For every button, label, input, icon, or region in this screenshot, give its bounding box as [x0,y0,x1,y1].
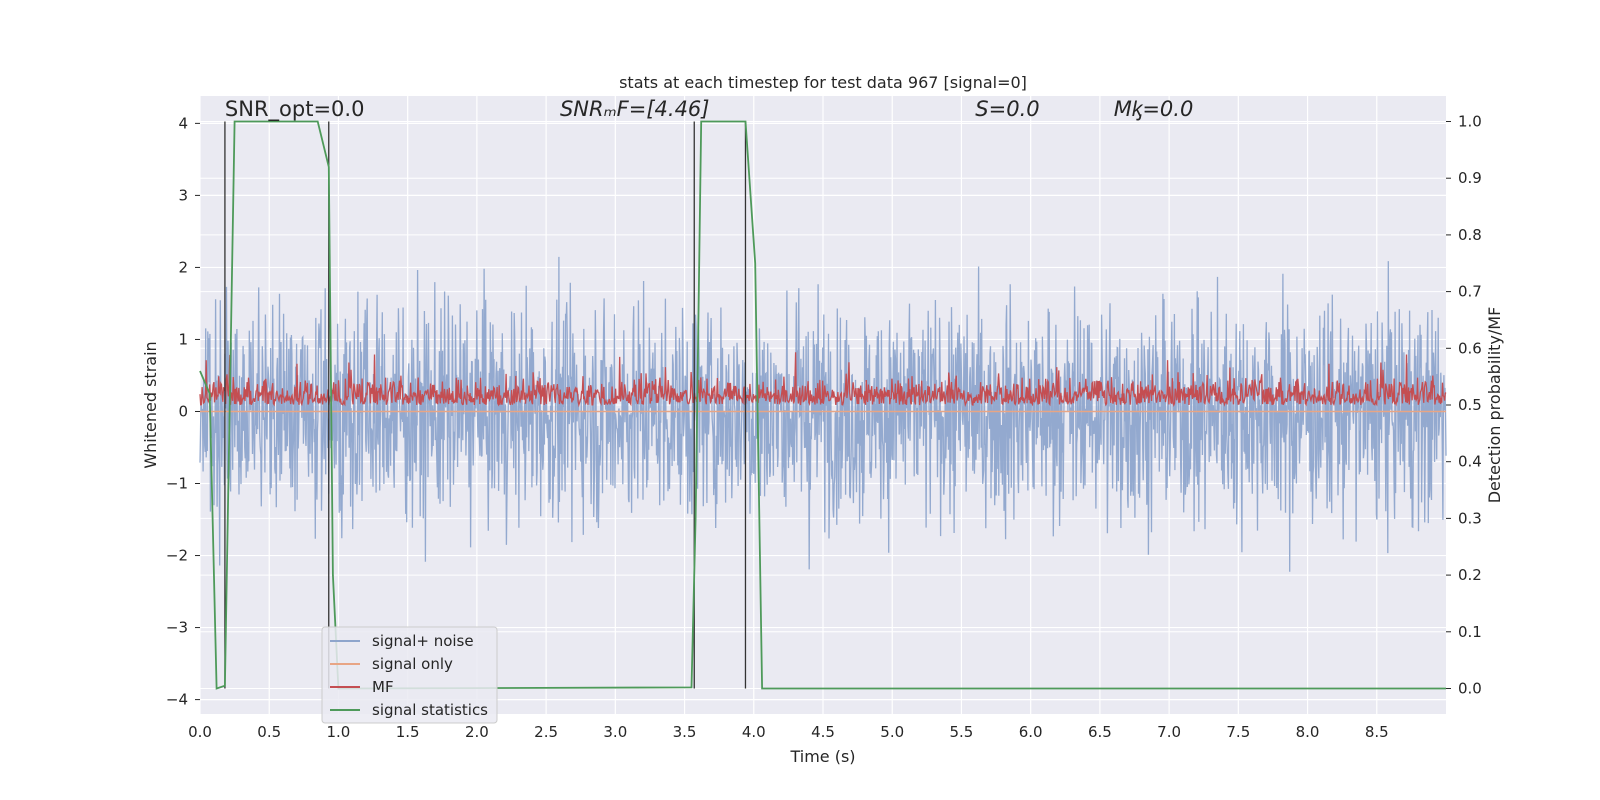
x-tick-label: 8.0 [1296,723,1320,741]
x-tick-label: 4.5 [811,723,835,741]
annotation-text: SNRₘF=[4.46] [560,97,710,121]
y-tick-label: −3 [166,619,188,637]
annotation-text: S=0.0 [975,97,1039,121]
y-right-tick-label: 0.3 [1458,509,1482,527]
y-tick-label: 1 [178,330,188,348]
x-tick-label: 1.0 [327,723,351,741]
legend-box [321,626,498,724]
x-axis-ticks: 0.0 0.5 1.0 1.5 2.0 2.5 3.0 3.5 4.0 4.5 5.0 5.5 6.0 6… [188,723,1389,741]
y-right-tick-label: 0.6 [1458,339,1482,357]
y-right-axis-label: Detection probability/MF [1485,307,1504,504]
x-tick-label: 7.5 [1226,723,1250,741]
annotation-text: Mᶄ=0.0 [1114,97,1194,121]
y-tick-label: −4 [166,691,188,709]
chart-title: stats at each timestep for test data 967… [619,73,1027,92]
x-tick-label: 0.5 [257,723,281,741]
x-tick-label: 2.5 [534,723,558,741]
x-tick-label: 3.5 [673,723,697,741]
x-tick-label: 6.0 [1019,723,1043,741]
y-right-tick-label: 0.2 [1458,566,1482,584]
x-tick-label: 3.0 [603,723,627,741]
x-tick-label: 4.0 [742,723,766,741]
y-right-tick-label: 0.4 [1458,453,1482,471]
x-tick-label: 7.0 [1157,723,1181,741]
y-right-axis-ticks: 1.0 0.9 0.8 0.7 0.6 0.5 0.4 0.3 0.2 0.1 0.0 [1446,113,1482,697]
x-axis-label: Time (s) [789,747,855,766]
y-tick-label: 0 [178,402,188,420]
x-tick-label: 5.5 [950,723,974,741]
x-tick-label: 0.0 [188,723,212,741]
y-right-tick-label: 0.8 [1458,226,1482,244]
series-mf [199,352,1447,408]
y-right-tick-label: 1.0 [1458,113,1482,131]
y-axis-ticks: 4 3 2 1 0 −1 −2 −3 −4 [166,114,200,709]
y-axis-label: Whitened strain [141,341,160,468]
legend-label-noise: signal+ noise [372,632,474,650]
y-right-tick-label: 0.7 [1458,283,1482,301]
y-tick-label: −2 [166,547,188,565]
legend-label-signal-only: signal only [372,655,453,673]
x-tick-label: 5.0 [880,723,904,741]
x-tick-label: 6.5 [1088,723,1112,741]
legend-label-stats: signal statistics [372,701,488,719]
x-tick-label: 2.0 [465,723,489,741]
y-tick-label: 3 [178,186,188,204]
y-tick-label: 4 [178,114,188,132]
y-right-tick-label: 0.9 [1458,169,1482,187]
legend: signal+ noise signal only MF signal stat… [321,626,498,724]
y-tick-label: 2 [178,258,188,276]
annotations: SNR_opt=0.0 SNRₘF=[4.46] S=0.0 Mᶄ=0.0 [225,97,1193,122]
y-right-tick-label: 0.0 [1458,679,1482,697]
mf-line [199,352,1447,408]
annotation-text: SNR_opt=0.0 [225,97,365,122]
y-right-tick-label: 0.5 [1458,396,1482,414]
x-tick-label: 1.5 [396,723,420,741]
y-tick-label: −1 [166,475,188,493]
x-tick-label: 8.5 [1365,723,1389,741]
legend-label-mf: MF [372,678,394,696]
y-right-tick-label: 0.1 [1458,623,1482,641]
